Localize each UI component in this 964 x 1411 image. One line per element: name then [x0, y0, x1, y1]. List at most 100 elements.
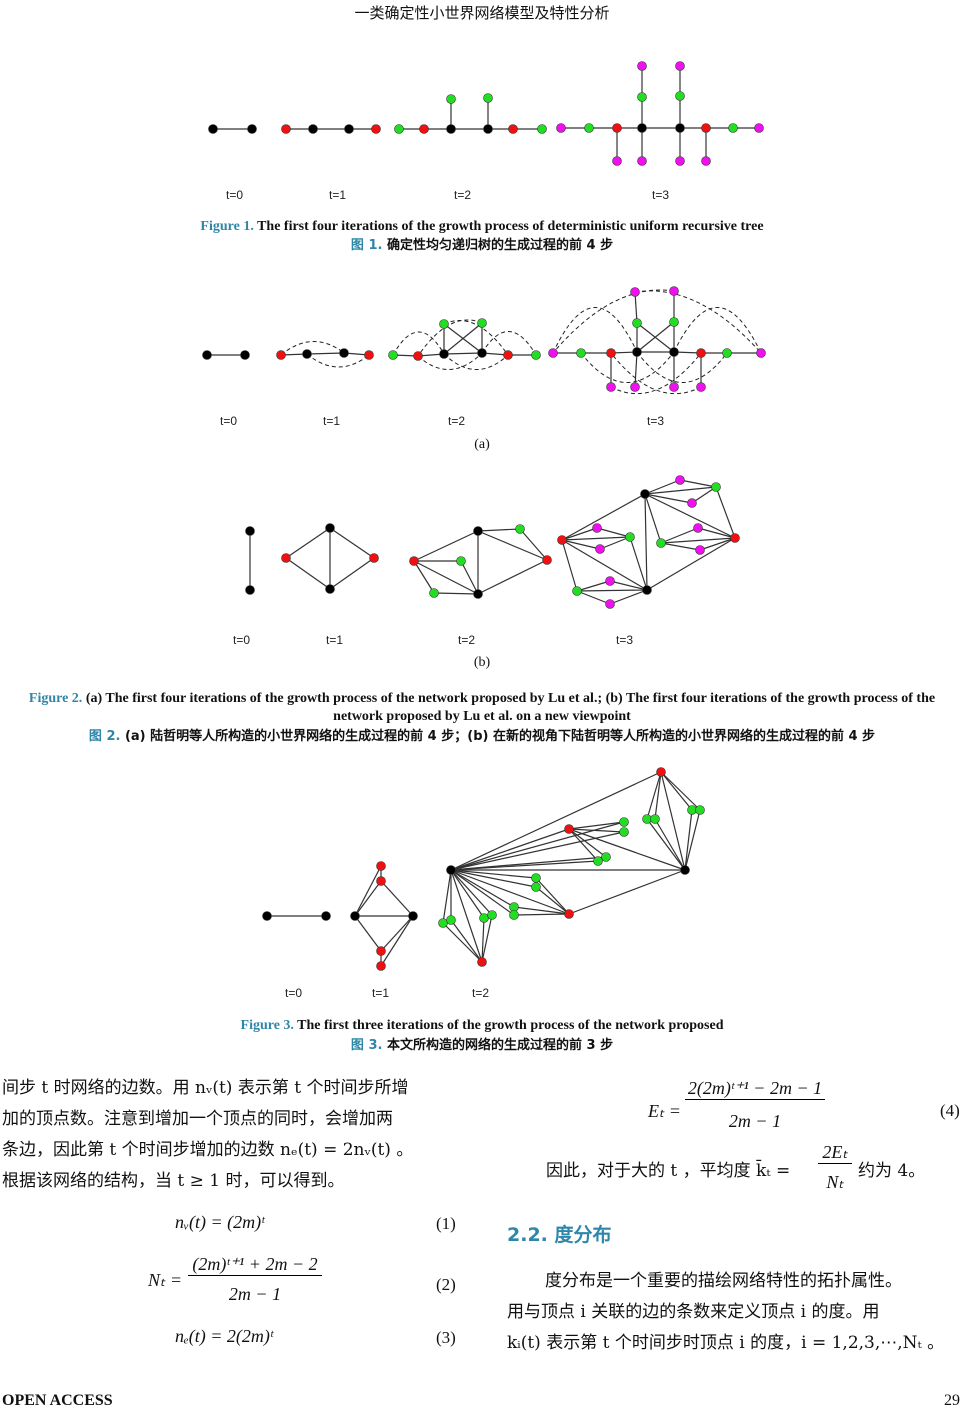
node: [376, 861, 386, 871]
footer-open-access: OPEN ACCESS: [2, 1392, 113, 1409]
figure-2-caption-zh: 图 2. (a) 陆哲明等人所构造的小世界网络的生成过程的前 4 步；(b) 在…: [88, 729, 876, 744]
dashed-edge: [417, 319, 483, 357]
node: [531, 873, 541, 883]
dashed-edge: [580, 351, 675, 383]
node: [696, 348, 706, 358]
node: [556, 123, 566, 133]
dashed-edge: [280, 341, 345, 356]
equation-2-numerator: (2m)ᵗ⁺¹ + 2m − 2: [188, 1254, 322, 1276]
fig1-label-t3: t=3: [652, 188, 669, 202]
edge: [285, 527, 331, 559]
node: [722, 348, 732, 358]
edge: [450, 869, 515, 908]
node: [675, 475, 685, 485]
edge: [660, 542, 701, 551]
figure-1-caption-zh: 图 1. 确定性均匀递归树的生成过程的前 4 步: [350, 238, 614, 253]
node: [369, 553, 379, 563]
figure-2b-graph: [245, 475, 740, 609]
edge: [329, 527, 375, 559]
fig3-label-t1: t=1: [372, 986, 389, 1000]
edge: [561, 493, 646, 541]
node: [388, 350, 398, 360]
node: [473, 589, 483, 599]
node: [630, 287, 640, 297]
edge: [679, 479, 717, 488]
edge: [442, 922, 483, 963]
node: [409, 556, 419, 566]
node: [637, 61, 647, 71]
edge: [660, 771, 693, 811]
edge: [568, 828, 686, 871]
edge: [354, 915, 382, 952]
edge: [329, 557, 375, 590]
edge: [433, 592, 479, 595]
edge: [535, 877, 570, 915]
edge: [654, 771, 662, 820]
edge: [460, 560, 479, 595]
edge: [660, 771, 701, 811]
node: [730, 533, 740, 543]
node: [262, 911, 272, 921]
node: [637, 123, 647, 133]
edge: [285, 557, 331, 590]
edge: [599, 536, 631, 550]
edge: [450, 869, 515, 916]
node: [669, 347, 679, 357]
edge: [450, 869, 485, 919]
fig2a-label-t2: t=2: [448, 414, 465, 428]
edge: [646, 818, 686, 871]
node: [687, 805, 697, 815]
fig2a-label-t3: t=3: [647, 414, 664, 428]
edge: [660, 537, 736, 544]
edge: [380, 915, 414, 952]
node: [695, 805, 705, 815]
edge: [519, 528, 548, 561]
node: [595, 544, 605, 554]
node: [344, 124, 354, 134]
fig2a-label-t0: t=0: [220, 414, 237, 428]
dashed-edge: [481, 331, 537, 356]
figure-2-caption: Figure 2. (a) The first four iterations …: [28, 691, 936, 724]
edge: [450, 856, 607, 871]
edge: [481, 914, 493, 963]
edge: [576, 590, 611, 605]
node: [515, 524, 525, 534]
node: [754, 123, 764, 133]
node: [350, 911, 360, 921]
node: [487, 910, 497, 920]
edge: [413, 560, 479, 595]
node: [321, 911, 331, 921]
node: [606, 382, 616, 392]
node: [642, 585, 652, 595]
average-degree-numerator: 2Eₜ: [818, 1142, 852, 1164]
fig2b-label-t2: t=2: [458, 633, 475, 647]
node: [531, 350, 541, 360]
edge: [443, 352, 483, 355]
equation-4-denominator: 2m − 1: [728, 1111, 782, 1131]
dashed-edge: [673, 307, 762, 354]
edge: [450, 869, 537, 888]
edge: [450, 869, 537, 879]
node: [439, 319, 449, 329]
page-number: 29: [944, 1392, 960, 1409]
node: [557, 535, 567, 545]
node: [619, 827, 629, 837]
equation-2-number: (2): [436, 1275, 456, 1294]
node: [656, 538, 666, 548]
node: [483, 124, 493, 134]
node: [325, 584, 335, 594]
edge: [354, 865, 382, 917]
dashed-edge: [610, 352, 702, 395]
edge: [660, 771, 686, 871]
node: [669, 286, 679, 296]
node: [675, 123, 685, 133]
edge: [450, 828, 570, 871]
edge: [450, 869, 570, 915]
edge: [450, 831, 625, 871]
edge: [413, 560, 435, 594]
node: [371, 124, 381, 134]
average-degree-denominator: Nₜ: [826, 1172, 844, 1192]
edge: [609, 589, 648, 605]
dashed-edge: [610, 352, 702, 395]
figure-3-caption: Figure 3. The first three iterations of …: [240, 1018, 724, 1033]
